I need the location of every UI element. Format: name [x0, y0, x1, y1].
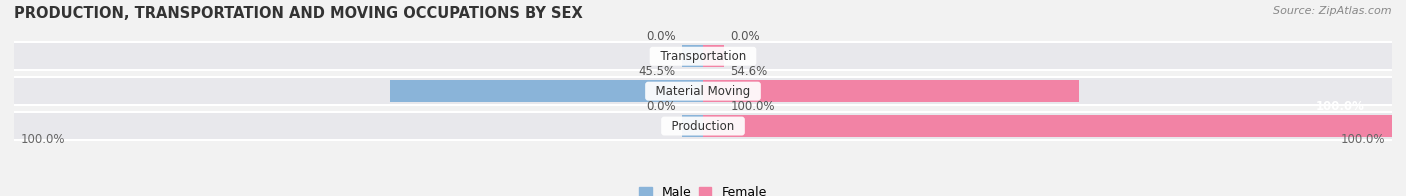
Text: 54.6%: 54.6% — [731, 65, 768, 78]
Text: 0.0%: 0.0% — [645, 100, 675, 113]
Text: 0.0%: 0.0% — [645, 30, 675, 43]
Text: 45.5%: 45.5% — [638, 65, 675, 78]
Bar — [703, 45, 724, 67]
Bar — [14, 78, 1392, 104]
Text: Production: Production — [664, 120, 742, 132]
Text: Transportation: Transportation — [652, 50, 754, 63]
Text: PRODUCTION, TRANSPORTATION AND MOVING OCCUPATIONS BY SEX: PRODUCTION, TRANSPORTATION AND MOVING OC… — [14, 6, 583, 21]
Bar — [703, 80, 1080, 102]
Bar — [389, 80, 703, 102]
Text: 0.0%: 0.0% — [731, 30, 761, 43]
Text: 100.0%: 100.0% — [1316, 100, 1364, 113]
Bar — [14, 76, 1392, 106]
Bar — [703, 115, 1392, 137]
Text: Source: ZipAtlas.com: Source: ZipAtlas.com — [1274, 6, 1392, 16]
Legend: Male, Female: Male, Female — [640, 186, 766, 196]
Text: Material Moving: Material Moving — [648, 85, 758, 98]
Bar — [14, 111, 1392, 141]
Text: 100.0%: 100.0% — [1340, 133, 1385, 146]
Bar — [14, 43, 1392, 69]
Bar — [14, 113, 1392, 139]
Bar — [682, 45, 703, 67]
Text: 100.0%: 100.0% — [21, 133, 66, 146]
Bar — [682, 115, 703, 137]
Text: 100.0%: 100.0% — [731, 100, 775, 113]
Bar — [14, 41, 1392, 71]
